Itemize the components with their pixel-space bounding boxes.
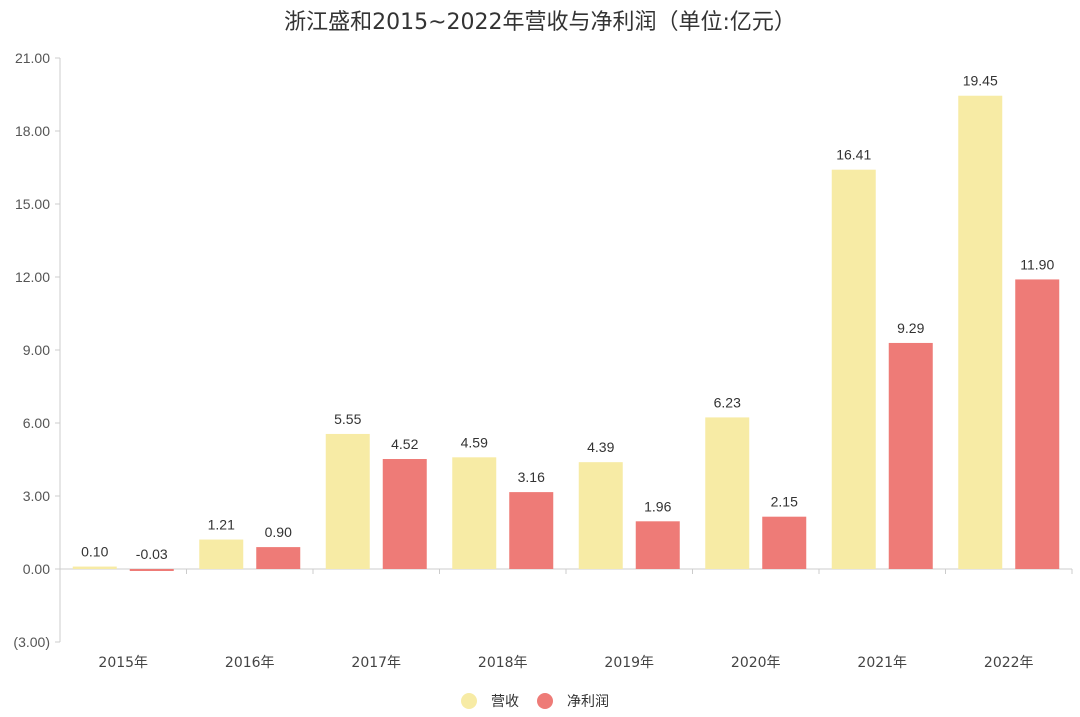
bar-net-profit[interactable] — [509, 492, 554, 569]
bar-revenue[interactable] — [578, 462, 623, 569]
y-tick-label: 3.00 — [23, 488, 50, 504]
x-tick-label: 2021年 — [857, 655, 907, 671]
data-label: 1.96 — [644, 498, 671, 514]
data-label: 4.59 — [461, 434, 488, 450]
data-label: 4.52 — [391, 436, 418, 452]
x-tick-label: 2020年 — [731, 655, 781, 671]
y-tick-label: 12.00 — [15, 269, 50, 285]
y-tick-label: 9.00 — [23, 342, 50, 358]
data-label: 11.90 — [1020, 256, 1054, 272]
data-label: 0.90 — [265, 524, 292, 540]
data-label: 19.45 — [963, 73, 998, 89]
bar-revenue[interactable] — [705, 417, 750, 569]
data-label: -0.03 — [136, 546, 168, 562]
y-tick-label: 6.00 — [23, 415, 50, 431]
bar-revenue[interactable] — [452, 457, 497, 569]
bar-net-profit[interactable] — [256, 547, 301, 569]
bar-revenue[interactable] — [199, 539, 244, 569]
chart-title: 浙江盛和2015~2022年营收与净利润（单位:亿元） — [284, 10, 796, 35]
y-tick-label: 15.00 — [15, 196, 50, 212]
bar-net-profit[interactable] — [888, 342, 933, 569]
y-tick-label: 21.00 — [15, 50, 50, 66]
data-label: 9.29 — [897, 320, 924, 336]
bar-revenue[interactable] — [72, 566, 117, 569]
data-label: 5.55 — [334, 411, 361, 427]
bar-revenue[interactable] — [831, 169, 876, 569]
legend-label[interactable]: 营收 — [491, 694, 519, 710]
bar-net-profit[interactable] — [382, 459, 427, 569]
x-tick-label: 2022年 — [984, 655, 1034, 671]
bar-revenue[interactable] — [325, 433, 370, 569]
y-tick-label: 0.00 — [23, 561, 50, 577]
bar-net-profit[interactable] — [635, 521, 680, 569]
data-label: 16.41 — [836, 147, 871, 163]
bar-net-profit[interactable] — [129, 569, 174, 571]
data-label: 4.39 — [587, 439, 614, 455]
legend-marker[interactable] — [461, 693, 477, 709]
data-label: 2.15 — [771, 494, 798, 510]
x-tick-label: 2015年 — [98, 655, 148, 671]
x-tick-label: 2016年 — [225, 655, 275, 671]
data-label: 0.10 — [81, 544, 108, 560]
y-tick-label: 18.00 — [15, 123, 50, 139]
data-label: 6.23 — [714, 394, 741, 410]
x-tick-label: 2018年 — [478, 655, 528, 671]
data-label: 3.16 — [518, 469, 545, 485]
bar-net-profit[interactable] — [1015, 279, 1060, 569]
legend-marker[interactable] — [537, 693, 553, 709]
bar-revenue[interactable] — [958, 95, 1003, 569]
bar-net-profit[interactable] — [762, 516, 807, 569]
x-tick-label: 2017年 — [351, 655, 401, 671]
legend-label[interactable]: 净利润 — [567, 694, 609, 710]
y-tick-label: (3.00) — [13, 634, 50, 650]
x-tick-label: 2019年 — [604, 655, 654, 671]
data-label: 1.21 — [208, 517, 235, 533]
